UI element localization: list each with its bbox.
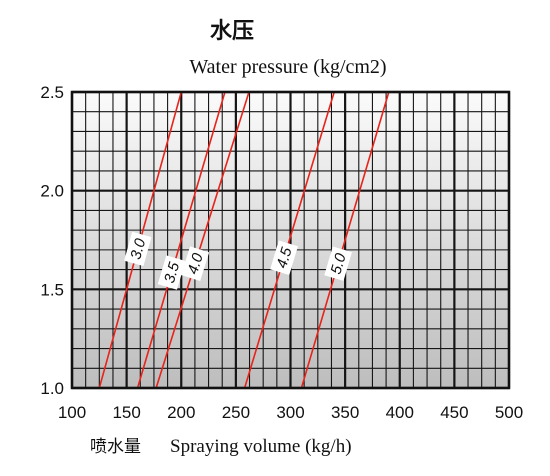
x-tick-label: 500	[495, 403, 523, 422]
chart-subtitle: Water pressure (kg/cm2)	[189, 56, 386, 78]
series-line-3.5	[136, 91, 226, 389]
series-label-3.5: 3.5	[157, 255, 186, 290]
y-axis-ticks: 1.0 1.5 2.0 2.5	[40, 83, 64, 398]
x-axis-label-en: Spraying volume (kg/h)	[170, 436, 352, 457]
y-tick-label: 2.5	[40, 83, 64, 102]
x-tick-label: 200	[167, 403, 195, 422]
x-tick-label: 350	[331, 403, 359, 422]
series-label-5.0: 5.0	[324, 246, 352, 281]
plot-border	[70, 90, 511, 390]
x-tick-label: 400	[386, 403, 414, 422]
series-label-4.0: 4.0	[181, 246, 210, 281]
y-tick-label: 2.0	[40, 182, 64, 201]
x-axis-label-cn: 喷水量	[90, 437, 141, 457]
svg-text:5.0: 5.0	[328, 251, 350, 276]
series-line-5.0	[300, 91, 390, 389]
svg-text:4.0: 4.0	[184, 251, 207, 277]
series-line-4.5	[243, 91, 335, 389]
series-label-4.5: 4.5	[270, 240, 298, 276]
x-axis-ticks: 100 150 200 250 300 350 400 450 500	[58, 403, 523, 422]
grid	[70, 90, 511, 390]
x-tick-label: 150	[112, 403, 140, 422]
x-tick-label: 450	[440, 403, 468, 422]
svg-text:4.5: 4.5	[273, 245, 296, 271]
x-tick-label: 250	[222, 403, 250, 422]
svg-text:3.5: 3.5	[161, 260, 183, 285]
x-tick-label: 100	[58, 403, 86, 422]
x-tick-label: 300	[276, 403, 304, 422]
series-lines	[98, 91, 390, 389]
y-tick-label: 1.0	[40, 379, 64, 398]
series-line-4.0	[155, 91, 250, 389]
svg-text:3.0: 3.0	[127, 236, 149, 261]
series-labels: 3.0 3.5 4.0 4.5 5.0	[124, 231, 352, 290]
series-label-3.0: 3.0	[124, 231, 152, 267]
y-tick-label: 1.5	[40, 280, 64, 299]
chart-title: 水压	[210, 19, 254, 44]
